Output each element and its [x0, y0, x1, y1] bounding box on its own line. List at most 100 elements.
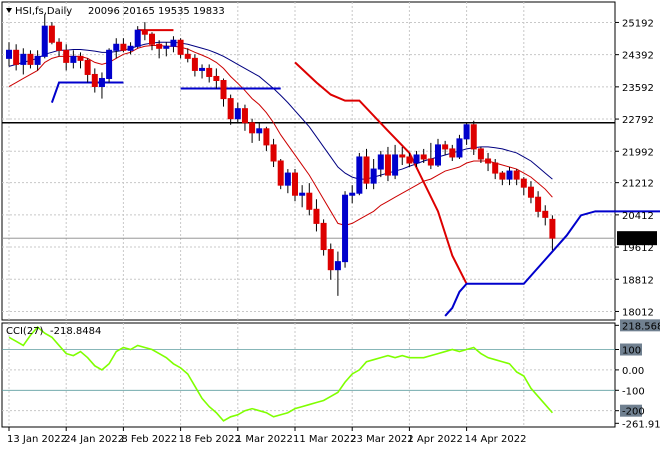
bullish-candle [370, 158, 377, 190]
candle-body [206, 67, 213, 77]
candle-body [191, 57, 198, 71]
bearish-candle [492, 158, 499, 180]
cci-axis: 218.5687 100 0.00 -100 -200-261.910 [615, 319, 660, 430]
candle-body [384, 154, 391, 176]
bearish-candle [191, 54, 198, 77]
bearish-candle [306, 183, 313, 216]
bearish-candle [549, 215, 556, 251]
bearish-candle [363, 148, 370, 190]
y-tick-label: 20412 [622, 211, 654, 222]
bullish-candle [170, 36, 177, 53]
candles [6, 14, 556, 296]
bearish-candle [470, 120, 477, 155]
bullish-candle [435, 138, 441, 168]
candle-body [77, 55, 84, 61]
candle-body [542, 210, 549, 218]
x-tick-label: 1 Mar 2022 [236, 434, 293, 445]
cci-current-value: -218.8484 [50, 326, 101, 337]
horizontal-levels [2, 122, 615, 239]
price-axis: 18012 18812 19612 20412 21212 21992 22792 23592… [615, 18, 657, 318]
candle-body [363, 156, 370, 184]
bearish-candle [91, 68, 98, 93]
candle-body [163, 45, 170, 49]
bullish-candle [20, 48, 27, 75]
symbol-label: HSI,fs,Daily [15, 6, 72, 17]
current-price-tag [617, 231, 657, 246]
bearish-candle [177, 38, 184, 59]
bearish-candle [520, 177, 527, 196]
current-price-tag-label: 19833 [621, 234, 653, 245]
candle-body [535, 196, 542, 212]
candle-body [106, 49, 113, 79]
bearish-candle [13, 44, 20, 71]
candle-body [177, 39, 184, 55]
bullish-candle [6, 42, 12, 67]
candle-body [456, 138, 463, 158]
bullish-candle [392, 144, 399, 180]
bullish-candle [463, 122, 470, 145]
bearish-candle [220, 78, 227, 107]
candle-body [141, 29, 148, 35]
candle-body [477, 148, 484, 160]
cci-tick-badge [620, 404, 642, 417]
candle-body [120, 43, 127, 51]
candle-body [227, 98, 234, 120]
cci-series-line [8, 325, 554, 422]
cci-tick-label: -200 [622, 407, 645, 418]
candle-body [149, 33, 155, 45]
candle-body [399, 154, 406, 158]
candle-body [27, 53, 34, 65]
bearish-candle [184, 48, 191, 63]
x-tick-label: 18 Feb 2022 [179, 434, 241, 445]
bullish-candle [163, 42, 170, 57]
y-tick-label: 23592 [622, 83, 654, 94]
bullish-candle [506, 167, 513, 186]
bullish-candle [284, 169, 291, 194]
candle-body [241, 108, 248, 124]
candle-body [213, 75, 220, 81]
bearish-candle [77, 52, 84, 69]
candle-body [41, 25, 48, 57]
cci-tick-label: 218.5687 [622, 321, 660, 332]
bearish-candle [384, 146, 391, 182]
candle-body [377, 154, 384, 170]
bearish-candle [320, 219, 327, 256]
bearish-candle [327, 243, 334, 280]
candle-body [134, 29, 141, 47]
candle-body [70, 55, 77, 63]
candle-body [6, 49, 12, 59]
bearish-candle [313, 199, 320, 232]
bearish-candle [406, 152, 413, 168]
candle-body [520, 178, 527, 188]
bearish-candle [420, 148, 427, 164]
cci-tick-label: 100 [622, 346, 641, 357]
cci-tick-badge [620, 319, 660, 332]
ohlc-values: 20096 20165 19535 19833 [88, 6, 225, 17]
cci-tick-label: -100 [622, 386, 645, 397]
cci-title: CCI(27) [6, 326, 44, 337]
y-tick-label: 21212 [622, 179, 654, 190]
y-tick-label: 19612 [622, 243, 654, 254]
upper-stop-line-segment [294, 61, 468, 285]
bearish-candle [277, 158, 284, 190]
candle-body [442, 144, 449, 150]
bullish-candle [299, 185, 306, 208]
bullish-candle [356, 152, 363, 196]
bullish-candle [127, 42, 134, 55]
bearish-candle [48, 22, 55, 45]
candle-body [156, 43, 163, 49]
candle-body [349, 192, 356, 196]
bullish-candle [413, 150, 420, 168]
bullish-candle [34, 50, 41, 71]
dropdown-triangle-icon[interactable] [6, 8, 12, 13]
cci-line [8, 325, 554, 422]
candle-body [327, 249, 334, 271]
cci-tick-label: -261.910 [622, 419, 660, 430]
y-tick-label: 25192 [622, 18, 654, 29]
candle-body [449, 148, 456, 158]
x-tick-label: 1 Apr 2022 [407, 434, 462, 445]
candle-body [170, 39, 177, 47]
bullish-candle [134, 26, 141, 49]
